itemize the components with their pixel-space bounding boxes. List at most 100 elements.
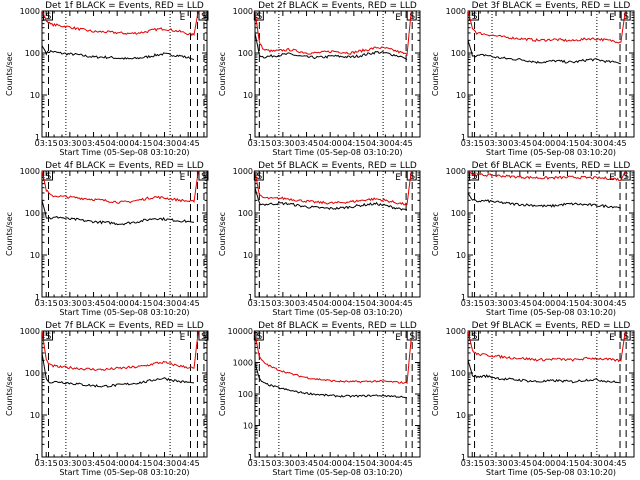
start-marker-box bbox=[406, 330, 417, 341]
x-tick-label: 03:15 bbox=[248, 299, 271, 308]
chart-7-title: Det 7f BLACK = Events, RED = LLD bbox=[45, 321, 204, 331]
y-tick-label: 1000 bbox=[446, 327, 466, 336]
y-tick-label: 1 bbox=[35, 133, 40, 142]
start-marker-label: S bbox=[409, 332, 415, 342]
y-axis-label: Counts/sec bbox=[431, 52, 440, 96]
y-tick-label: 1000 bbox=[20, 7, 40, 16]
chart-8-series-lld-line bbox=[254, 334, 412, 385]
start-marker-label: S bbox=[623, 332, 629, 342]
y-tick-label: 10 bbox=[30, 91, 40, 100]
chart-4-series-events-line bbox=[41, 200, 195, 226]
y-tick-label: 100 bbox=[25, 369, 40, 378]
chart-6-title: Det 6f BLACK = Events, RED = LLD bbox=[472, 161, 631, 171]
start-marker-box bbox=[469, 170, 480, 181]
y-tick-label: 1000 bbox=[20, 167, 40, 176]
x-tick-label: 04:45 bbox=[604, 299, 627, 308]
y-axis-label: Counts/sec bbox=[5, 372, 14, 416]
x-tick-label: 03:30 bbox=[58, 139, 81, 148]
end-marker-label: E bbox=[609, 333, 615, 343]
x-tick-label: 03:45 bbox=[295, 299, 318, 308]
x-tick-label: 04:00 bbox=[106, 139, 129, 148]
x-tick-label: 03:15 bbox=[461, 299, 484, 308]
x-tick-label: 04:30 bbox=[366, 459, 389, 468]
chart-7-series-events-line bbox=[41, 352, 195, 388]
start-marker-label: S bbox=[201, 172, 207, 182]
x-tick-label: 03:45 bbox=[82, 299, 105, 308]
x-tick-label: 04:00 bbox=[319, 139, 342, 148]
x-axis-label: Start Time (05-Sep-08 03:10:20) bbox=[59, 148, 189, 157]
y-tick-label: 100 bbox=[25, 49, 40, 58]
y-tick-label: 1 bbox=[35, 453, 40, 462]
y-tick-label: 10 bbox=[243, 422, 253, 431]
y-tick-label: 1 bbox=[248, 293, 253, 302]
x-axis-label: Start Time (05-Sep-08 03:10:20) bbox=[272, 308, 402, 317]
x-tick-label: 04:15 bbox=[129, 459, 152, 468]
start-marker-label: S bbox=[472, 172, 478, 182]
x-axis-label: Start Time (05-Sep-08 03:10:20) bbox=[59, 468, 189, 477]
start-marker-box bbox=[198, 330, 209, 341]
x-tick-label: 04:30 bbox=[580, 139, 603, 148]
x-tick-label: 03:15 bbox=[248, 139, 271, 148]
end-marker-label: E bbox=[395, 333, 401, 343]
x-axis-label: Start Time (05-Sep-08 03:10:20) bbox=[486, 308, 616, 317]
start-marker-label: S bbox=[201, 332, 207, 342]
chart-1-title: Det 1f BLACK = Events, RED = LLD bbox=[45, 1, 204, 11]
y-tick-label: 100 bbox=[25, 209, 40, 218]
x-tick-label: 03:30 bbox=[484, 139, 507, 148]
x-tick-label: 04:15 bbox=[556, 299, 579, 308]
start-marker-box bbox=[469, 330, 480, 341]
y-tick-label: 1 bbox=[461, 293, 466, 302]
chart-9-title: Det 9f BLACK = Events, RED = LLD bbox=[472, 321, 631, 331]
y-tick-label: 100 bbox=[451, 49, 466, 58]
chart-8-frame bbox=[254, 330, 421, 458]
start-marker-label: S bbox=[409, 172, 415, 182]
end-marker-label: E bbox=[180, 173, 186, 183]
x-tick-label: 03:45 bbox=[508, 459, 531, 468]
y-tick-label: 1 bbox=[461, 453, 466, 462]
end-marker-label: E bbox=[395, 13, 401, 23]
start-marker-label: S bbox=[472, 12, 478, 22]
y-tick-label: 100 bbox=[238, 390, 253, 399]
chart-3-series-events-line bbox=[467, 40, 622, 65]
start-marker-box bbox=[620, 330, 631, 341]
x-tick-label: 03:45 bbox=[295, 139, 318, 148]
chart-5-series-events-line bbox=[254, 187, 408, 211]
x-tick-label: 04:15 bbox=[342, 139, 365, 148]
x-tick-label: 04:45 bbox=[390, 139, 413, 148]
start-marker-box bbox=[620, 10, 631, 21]
chart-5-title: Det 5f BLACK = Events, RED = LLD bbox=[258, 161, 417, 171]
x-axis-label: Start Time (05-Sep-08 03:10:20) bbox=[272, 468, 402, 477]
y-axis-label: Counts/sec bbox=[5, 212, 14, 256]
y-axis-label: Counts/sec bbox=[218, 212, 227, 256]
x-tick-label: 04:00 bbox=[532, 299, 555, 308]
start-marker-box bbox=[253, 330, 264, 341]
y-axis-label: Counts/sec bbox=[218, 372, 227, 416]
x-axis-label: Start Time (05-Sep-08 03:10:20) bbox=[59, 308, 189, 317]
chart-4-series-lld-line bbox=[41, 170, 199, 204]
x-tick-label: 04:00 bbox=[106, 459, 129, 468]
y-tick-label: 1 bbox=[248, 453, 253, 462]
start-marker-box bbox=[198, 170, 209, 181]
start-marker-label: S bbox=[46, 12, 52, 22]
end-marker-label: E bbox=[609, 13, 615, 23]
y-axis-label: Counts/sec bbox=[431, 372, 440, 416]
x-tick-label: 04:30 bbox=[366, 139, 389, 148]
x-tick-label: 03:45 bbox=[82, 139, 105, 148]
y-tick-label: 1000 bbox=[446, 167, 466, 176]
x-tick-label: 04:30 bbox=[366, 299, 389, 308]
x-tick-label: 03:15 bbox=[35, 139, 58, 148]
x-tick-label: 04:00 bbox=[319, 299, 342, 308]
x-tick-label: 04:00 bbox=[532, 139, 555, 148]
x-tick-label: 03:15 bbox=[461, 459, 484, 468]
x-tick-label: 04:00 bbox=[532, 459, 555, 468]
x-tick-label: 04:00 bbox=[106, 299, 129, 308]
start-marker-label: S bbox=[46, 172, 52, 182]
y-axis-label: Counts/sec bbox=[431, 212, 440, 256]
y-tick-label: 10 bbox=[243, 91, 253, 100]
y-tick-label: 1 bbox=[461, 133, 466, 142]
x-axis-label: Start Time (05-Sep-08 03:10:20) bbox=[272, 148, 402, 157]
y-tick-label: 1000 bbox=[233, 167, 253, 176]
x-tick-label: 03:15 bbox=[35, 459, 58, 468]
y-axis-label: Counts/sec bbox=[218, 52, 227, 96]
chart-3-series-lld-line bbox=[467, 10, 626, 44]
